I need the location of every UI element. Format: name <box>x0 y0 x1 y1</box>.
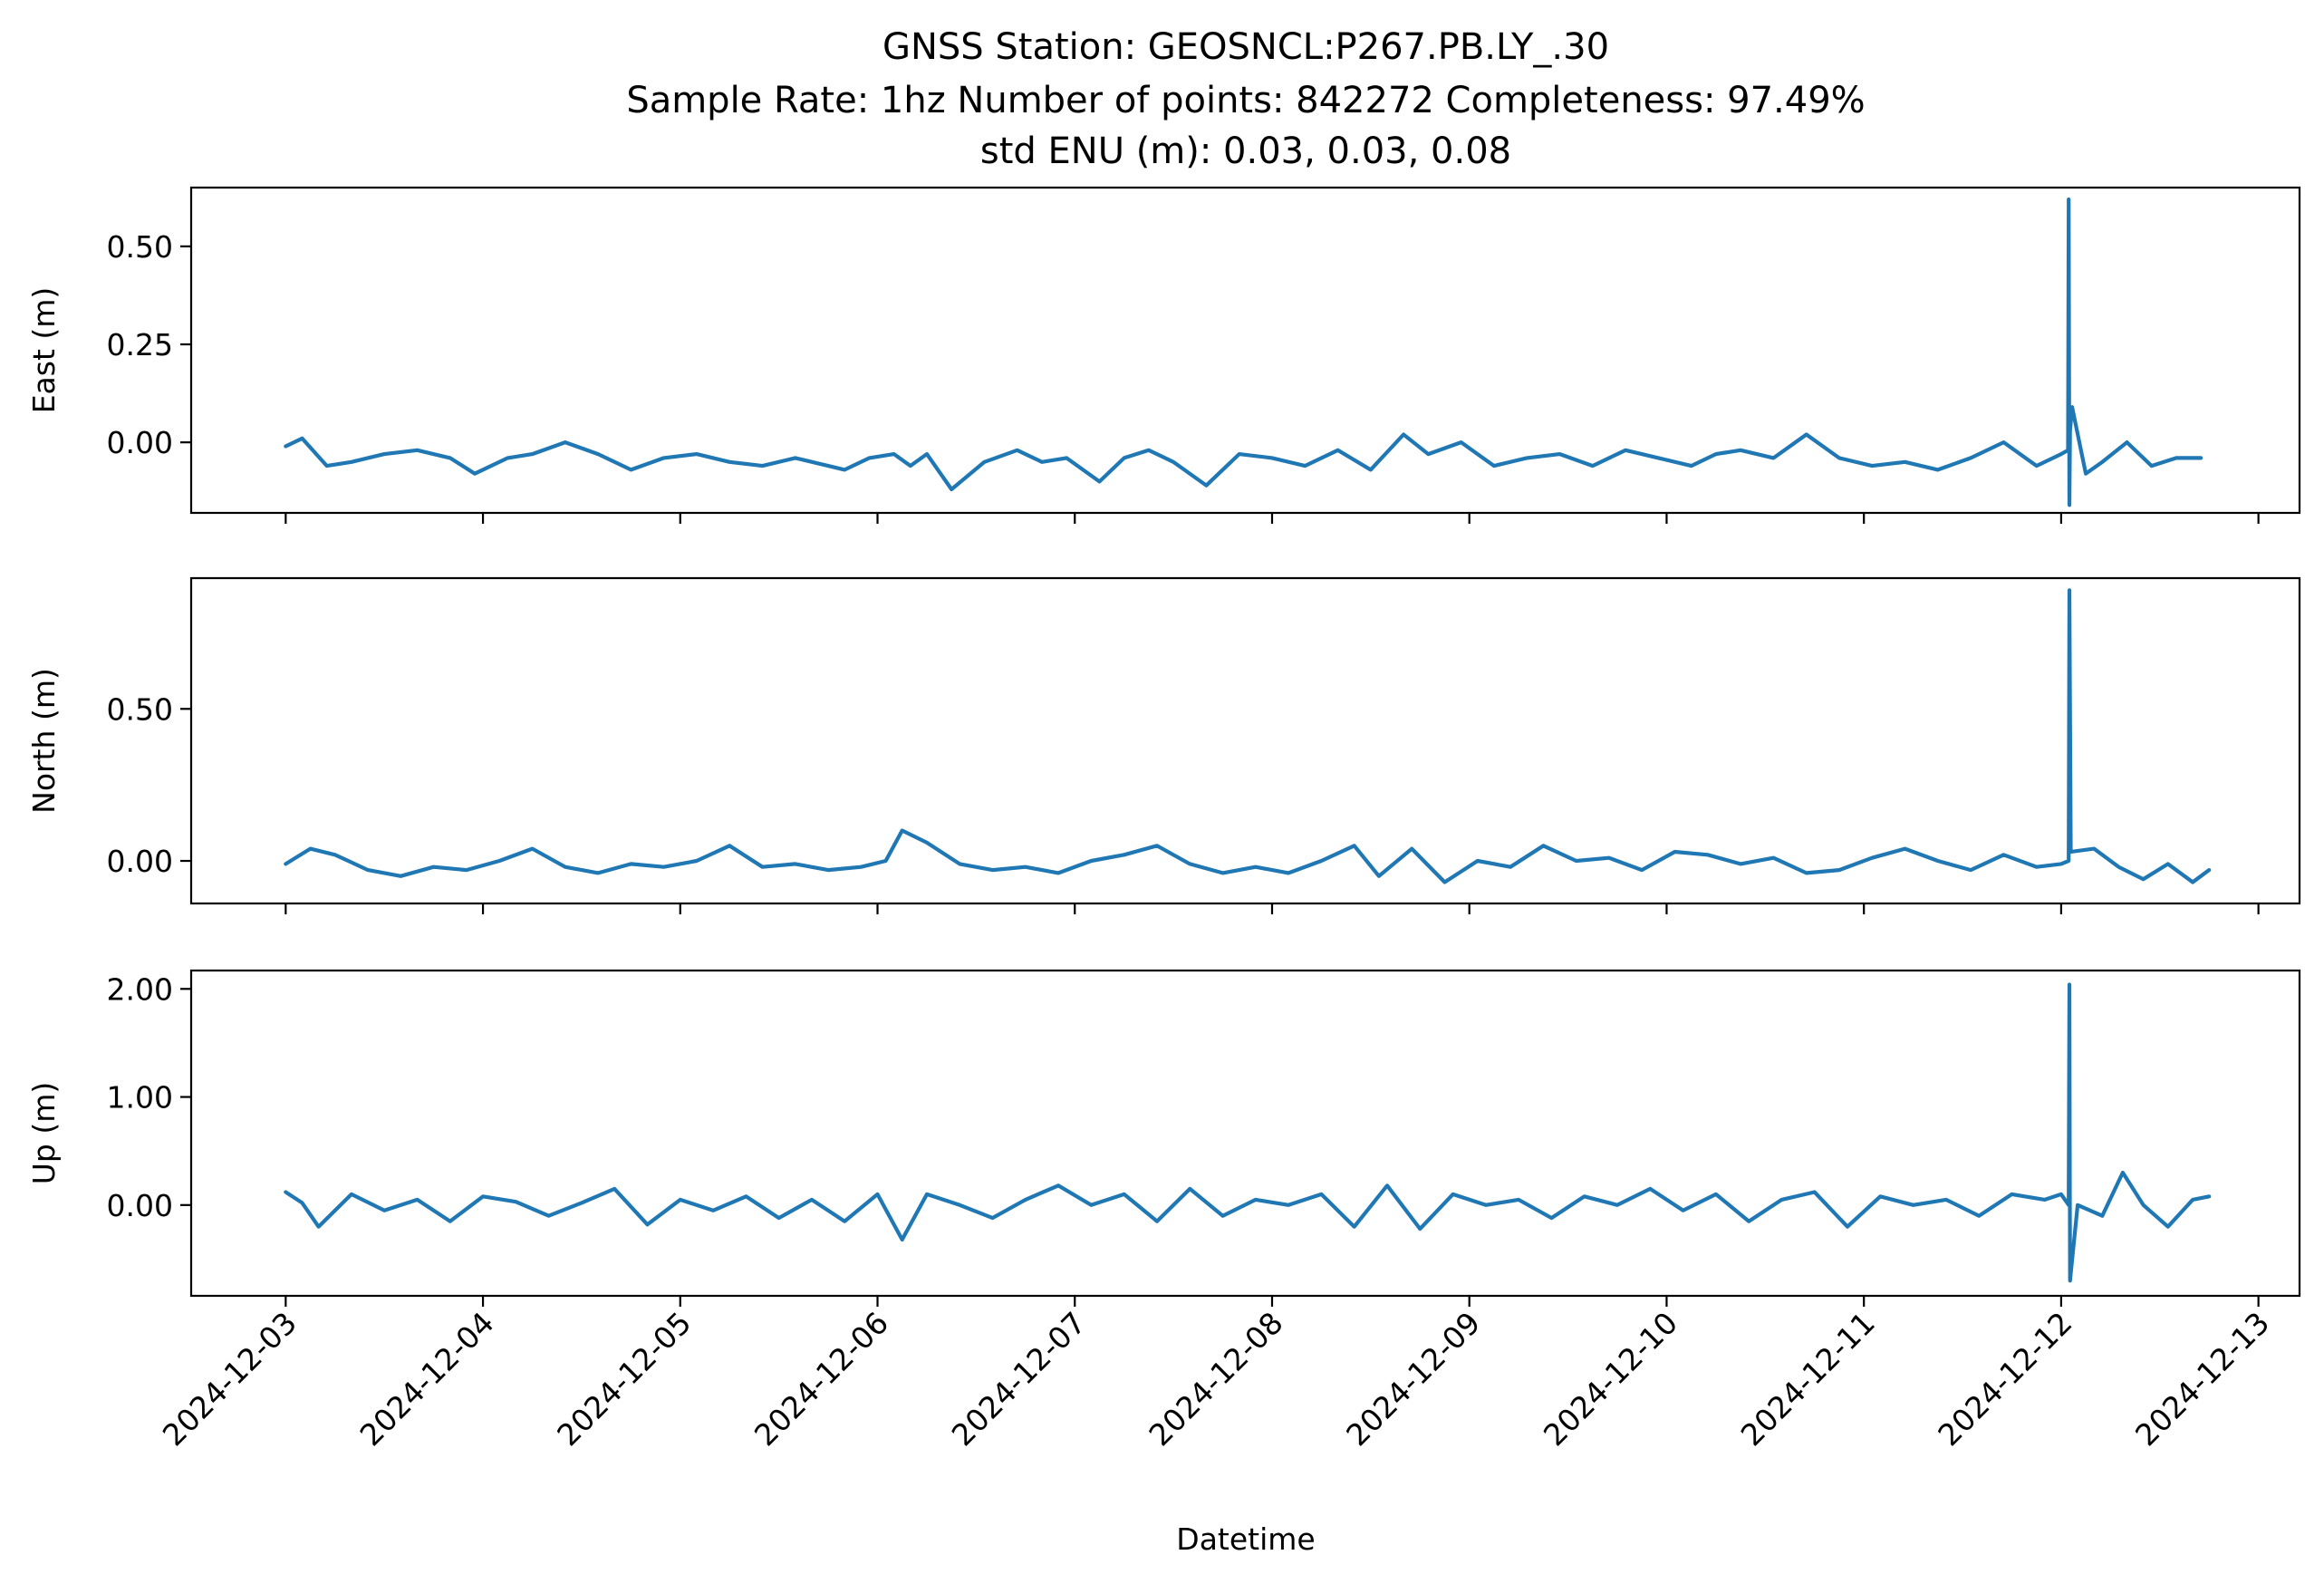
axes-frame-up <box>189 969 2301 1298</box>
y-axis-label-up: Up (m) <box>26 1082 62 1185</box>
y-axis-label-east: East (m) <box>26 287 62 414</box>
y-tick-label-north: 0.50 <box>107 691 173 727</box>
series-line-north <box>284 588 2212 884</box>
title-line-2: Sample Rate: 1hz Number of points: 84227… <box>626 80 1865 121</box>
x-tick-label: 2024-12-05 <box>550 1305 698 1453</box>
series-line-up <box>284 982 2212 1283</box>
subplot-up: 0.00 1.00 2.00 Up (m) 2024-12-03 2024-12-04 20… <box>26 969 2301 1453</box>
x-tick-label: 2024-12-13 <box>2128 1305 2276 1453</box>
y-tick-label-up: 1.00 <box>107 1080 173 1116</box>
figure-title: GNSS Station: GEOSNCL:P267.PB.LY_.30 Sam… <box>626 26 1865 172</box>
x-tick-label: 2024-12-09 <box>1339 1305 1487 1453</box>
axes-frame-east <box>189 186 2301 515</box>
x-tick-label: 2024-12-08 <box>1142 1305 1289 1453</box>
y-axis-label-north: North (m) <box>26 668 62 814</box>
x-tick-label: 2024-12-07 <box>945 1305 1093 1453</box>
series-line-east <box>284 197 2203 507</box>
subplot-east: 0.00 0.25 0.50 East (m) <box>26 186 2301 524</box>
x-tick-label: 2024-12-06 <box>747 1305 895 1453</box>
axes-frame-north <box>189 576 2301 905</box>
x-axis-label: Datetime <box>1176 1521 1315 1557</box>
y-tick-label-east: 0.00 <box>107 425 173 460</box>
y-tick-label-up: 2.00 <box>107 971 173 1007</box>
subplot-north: 0.00 0.50 North (m) <box>26 576 2301 914</box>
x-tick-label: 2024-12-03 <box>156 1305 304 1453</box>
x-tick-label: 2024-12-12 <box>1931 1305 2078 1453</box>
x-tick-label: 2024-12-11 <box>1734 1305 1882 1453</box>
y-tick-label-north: 0.00 <box>107 844 173 879</box>
y-tick-label-up: 0.00 <box>107 1188 173 1223</box>
title-line-3: std ENU (m): 0.03, 0.03, 0.08 <box>980 130 1511 172</box>
y-tick-label-east: 0.25 <box>107 327 173 362</box>
y-tick-label-east: 0.50 <box>107 229 173 265</box>
x-tick-label: 2024-12-04 <box>353 1305 501 1453</box>
x-tick-label: 2024-12-10 <box>1537 1305 1684 1453</box>
title-line-1: GNSS Station: GEOSNCL:P267.PB.LY_.30 <box>882 26 1609 68</box>
